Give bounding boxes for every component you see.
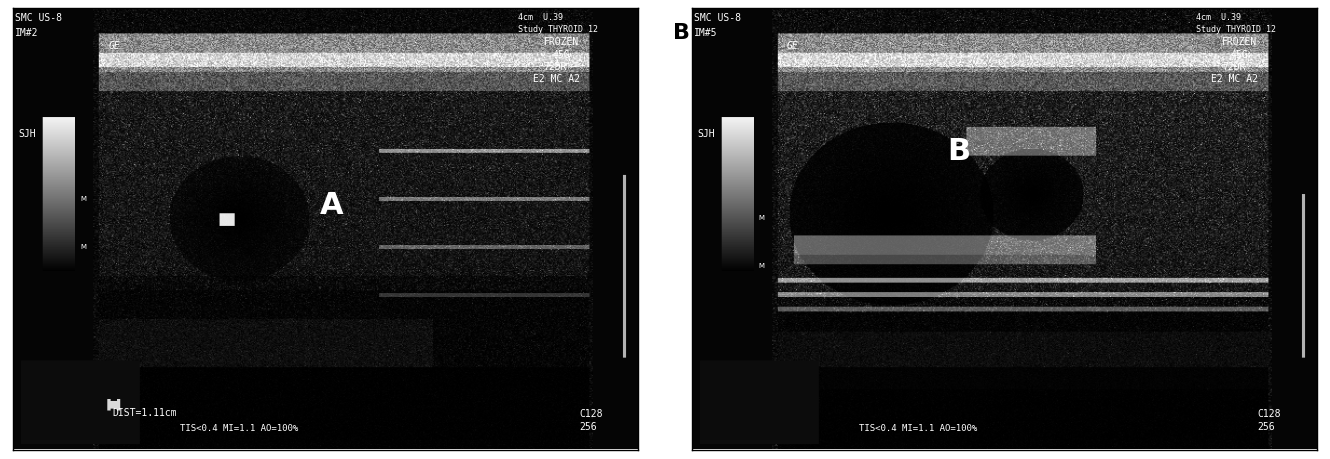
Text: DIST=1.11cm: DIST=1.11cm <box>113 407 177 417</box>
Text: A: A <box>319 191 343 220</box>
Text: M: M <box>758 215 765 221</box>
Text: 72DR: 72DR <box>544 62 567 72</box>
Text: M: M <box>80 196 86 202</box>
Text: SMC US-8: SMC US-8 <box>16 13 63 23</box>
Text: FROZEN: FROZEN <box>1222 37 1257 47</box>
Text: 4cm  U.39: 4cm U.39 <box>517 13 563 22</box>
Text: Study THYROID 12: Study THYROID 12 <box>517 24 597 34</box>
Text: IM#5: IM#5 <box>694 28 717 38</box>
Text: C128: C128 <box>1257 408 1281 418</box>
Text: SJH: SJH <box>19 129 36 139</box>
Text: C128: C128 <box>579 408 602 418</box>
Text: SJH: SJH <box>697 129 714 139</box>
Text: M: M <box>758 263 765 269</box>
Text: B: B <box>673 23 690 43</box>
Text: B: B <box>947 136 971 165</box>
Text: E2 MC A2: E2 MC A2 <box>533 74 580 84</box>
Text: 4cm  U.39: 4cm U.39 <box>1196 13 1241 22</box>
Text: Study THYROID 12: Study THYROID 12 <box>1196 24 1275 34</box>
Text: TIS<0.4 MI=1.1 AO=100%: TIS<0.4 MI=1.1 AO=100% <box>181 423 299 432</box>
Text: GE: GE <box>108 41 120 51</box>
Text: SMC US-8: SMC US-8 <box>694 13 741 23</box>
Text: GE: GE <box>786 41 798 51</box>
Text: IM#2: IM#2 <box>16 28 39 38</box>
Text: FROZEN: FROZEN <box>544 37 579 47</box>
Text: 45G: 45G <box>552 50 569 59</box>
Text: 72DR: 72DR <box>1222 62 1245 72</box>
Text: 256: 256 <box>579 421 597 431</box>
Text: E2 MC A2: E2 MC A2 <box>1212 74 1258 84</box>
Text: 256: 256 <box>1257 421 1275 431</box>
Text: M: M <box>80 244 86 250</box>
Text: TIS<0.4 MI=1.1 AO=100%: TIS<0.4 MI=1.1 AO=100% <box>859 423 978 432</box>
Text: 45G: 45G <box>1230 50 1248 59</box>
